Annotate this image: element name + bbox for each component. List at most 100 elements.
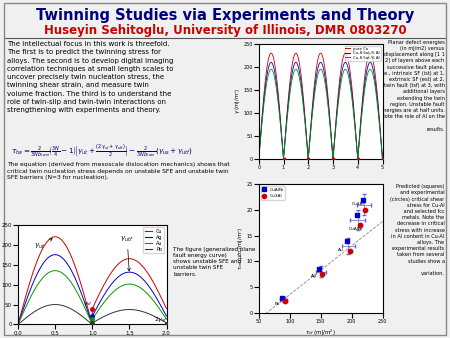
Ag xyxy=(53,253,58,257)
CuAlNi xyxy=(316,266,323,272)
Cu-8.6at.% Al xyxy=(380,157,385,161)
Text: The equation (derived from mesoscale dislocation mechanics) shows that
critical : The equation (derived from mesoscale dis… xyxy=(7,162,230,180)
pure Cu xyxy=(329,142,335,146)
Au xyxy=(15,322,21,327)
Cu xyxy=(164,307,169,311)
X-axis label: $\tau_{sf}$ (mJ/m²): $\tau_{sf}$ (mJ/m²) xyxy=(305,327,336,337)
Ag xyxy=(164,314,169,318)
Legend: pure Cu, Cu-8.6at.% Al, Cu-8.5at.% Al: pure Cu, Cu-8.6at.% Al, Cu-8.5at.% Al xyxy=(345,46,381,61)
Au xyxy=(137,286,143,290)
pure Cu xyxy=(380,157,385,161)
Line: Ag: Ag xyxy=(18,255,166,324)
Line: Pb: Pb xyxy=(18,305,166,324)
Au xyxy=(96,308,101,312)
Pb xyxy=(137,309,143,313)
pure Cu xyxy=(350,88,355,92)
Pb xyxy=(53,303,58,307)
Pb xyxy=(161,319,166,323)
Cu-8.6at.% Al xyxy=(339,71,344,75)
Au xyxy=(164,317,169,321)
Pb xyxy=(86,319,91,323)
Cu3Al xyxy=(319,271,326,277)
Ag xyxy=(87,315,92,319)
Pb xyxy=(87,320,92,324)
pure Cu xyxy=(269,51,274,55)
Cu3Al xyxy=(281,299,288,304)
Ag xyxy=(161,308,166,312)
Cu-8.5at.% Al xyxy=(350,98,355,102)
Pb xyxy=(104,313,109,317)
Text: The figure (generalized plane
fault energy curve)
shows unstable SFE and
unstabl: The figure (generalized plane fault ener… xyxy=(173,247,256,276)
Au xyxy=(104,297,109,301)
Pb xyxy=(96,317,101,321)
Cu3Al xyxy=(346,248,353,254)
Text: $\gamma_{utf}$: $\gamma_{utf}$ xyxy=(121,235,134,271)
Au xyxy=(86,315,91,319)
Line: Au: Au xyxy=(18,271,166,324)
Legend: Cu, Ag, Au, Pb: Cu, Ag, Au, Pb xyxy=(144,227,164,253)
Line: Cu-8.5at.% Al: Cu-8.5at.% Al xyxy=(259,69,382,159)
pure Cu xyxy=(288,73,293,77)
pure Cu xyxy=(312,77,318,81)
Cu-8.5at.% Al xyxy=(288,86,293,90)
Cu-8.6at.% Al xyxy=(288,80,293,84)
Cu-8.6at.% Al xyxy=(350,94,355,98)
Cu xyxy=(161,300,166,304)
Cu-8.6at.% Al xyxy=(278,125,284,129)
Text: Au: Au xyxy=(338,248,344,252)
Y-axis label: $\gamma$ (mJ/m²): $\gamma$ (mJ/m²) xyxy=(233,88,242,115)
Cu-8.5at.% Al xyxy=(278,127,284,131)
Line: Cu: Cu xyxy=(18,237,166,324)
Text: Ag: Ag xyxy=(311,274,317,278)
CuAlNi xyxy=(359,197,366,202)
Text: $\gamma_{ut}$: $\gamma_{ut}$ xyxy=(34,239,52,251)
Line: Cu-8.6at.% Al: Cu-8.6at.% Al xyxy=(259,62,382,159)
Cu xyxy=(104,278,109,282)
Au xyxy=(87,317,92,321)
Cu3Al xyxy=(356,223,363,228)
Cu xyxy=(86,310,91,314)
pure Cu xyxy=(256,157,261,161)
Pb xyxy=(15,322,21,327)
Cu-8.6at.% Al xyxy=(256,157,261,161)
Cu-8.5at.% Al xyxy=(380,157,385,161)
Ag xyxy=(104,289,109,293)
Text: $\tau_{tw} = \frac{2}{3Nb_{twin}}\!\left(\frac{3N}{4}-1\right)\!\left[\gamma_{ut: $\tau_{tw} = \frac{2}{3Nb_{twin}}\!\left… xyxy=(11,144,193,160)
Cu-8.5at.% Al xyxy=(256,157,261,161)
Cu-8.6at.% Al xyxy=(329,143,335,147)
Cu-8.6at.% Al xyxy=(269,60,274,64)
Text: $2\gamma_{sf}$: $2\gamma_{sf}$ xyxy=(154,315,168,324)
CuAlNi xyxy=(344,238,351,243)
Text: Pb: Pb xyxy=(274,302,279,306)
Text: $\gamma_{sf}$: $\gamma_{sf}$ xyxy=(83,300,94,309)
Au xyxy=(53,269,58,273)
Pb xyxy=(164,321,169,325)
Ag xyxy=(96,302,101,306)
Au xyxy=(161,312,166,316)
Cu3Al xyxy=(362,207,369,213)
Ag xyxy=(15,322,21,327)
pure Cu xyxy=(339,63,344,67)
Text: Predicted (squares)
and experimental
(circles) critical shear
stress for Cu-Al
 : Predicted (squares) and experimental (ci… xyxy=(390,184,445,276)
Text: Planar defect energies
(in mJ/m2) versus
displacement along [1 1
2] of layers ab: Planar defect energies (in mJ/m2) versus… xyxy=(380,40,445,132)
Ag xyxy=(137,274,143,279)
Text: The intellectual focus in this work is threefold.
The first is to predict the tw: The intellectual focus in this work is t… xyxy=(7,41,173,113)
Text: Cu3Al: Cu3Al xyxy=(351,202,364,206)
Line: pure Cu: pure Cu xyxy=(259,53,382,159)
Text: Huseyin Sehitoglu, University of Illinois, DMR 0803270: Huseyin Sehitoglu, University of Illinoi… xyxy=(44,24,406,37)
CuAlNi xyxy=(353,212,360,218)
Cu-8.6at.% Al xyxy=(312,84,318,89)
Legend: CuAlNi, Cu3Al: CuAlNi, Cu3Al xyxy=(261,187,285,199)
Ag xyxy=(86,312,91,316)
Cu-8.5at.% Al xyxy=(329,144,335,148)
Text: CuAlNi: CuAlNi xyxy=(348,227,363,232)
Cu-8.5at.% Al xyxy=(312,90,318,94)
Cu-8.5at.% Al xyxy=(269,67,274,71)
Cu-8.5at.% Al xyxy=(339,77,344,81)
Cu xyxy=(15,322,21,327)
Cu xyxy=(137,262,143,266)
pure Cu xyxy=(278,122,284,126)
CuAlNi xyxy=(279,295,286,301)
Cu xyxy=(87,313,92,317)
Y-axis label: $\tau_{crit}/\mu b_T$ (mJ/m²): $\tau_{crit}/\mu b_T$ (mJ/m²) xyxy=(236,227,245,270)
